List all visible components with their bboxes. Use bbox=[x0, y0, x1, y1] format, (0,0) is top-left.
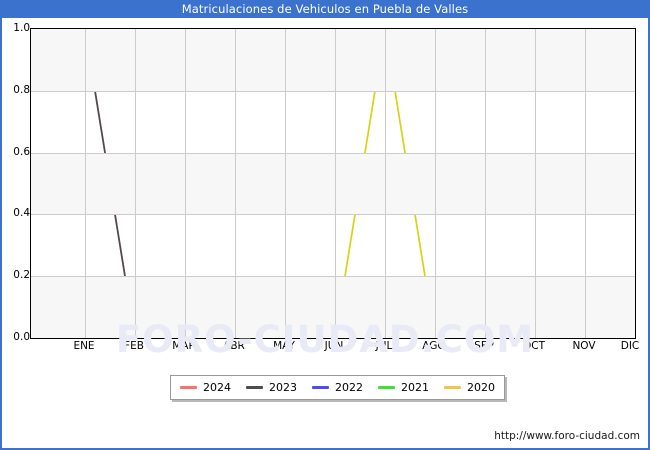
v-gridline bbox=[135, 29, 136, 338]
plot-band bbox=[31, 152, 635, 215]
legend-label: 2020 bbox=[467, 381, 495, 394]
x-tick-label: ENE bbox=[73, 340, 95, 352]
v-gridline bbox=[385, 29, 386, 338]
v-gridline bbox=[85, 29, 86, 338]
legend-swatch-icon bbox=[246, 386, 263, 389]
legend-swatch-icon bbox=[378, 386, 395, 389]
legend-swatch-icon bbox=[180, 386, 197, 389]
legend-item-2024[interactable]: 2024 bbox=[180, 381, 231, 394]
x-tick-label: DIC bbox=[620, 340, 640, 352]
legend-item-2020[interactable]: 2020 bbox=[444, 381, 495, 394]
y-tick-label: 0.8 bbox=[13, 83, 30, 96]
plot-band bbox=[31, 276, 635, 338]
v-gridline bbox=[485, 29, 486, 338]
h-gridline bbox=[31, 90, 635, 92]
v-gridline bbox=[185, 29, 186, 338]
legend-label: 2024 bbox=[203, 381, 231, 394]
x-tick-label: JUL bbox=[375, 340, 393, 352]
y-tick-label: 0.4 bbox=[13, 207, 30, 220]
h-gridline bbox=[31, 152, 635, 154]
legend-item-2021[interactable]: 2021 bbox=[378, 381, 429, 394]
plot-frame bbox=[30, 28, 636, 339]
v-gridline bbox=[235, 29, 236, 338]
page-title: Matriculaciones de Vehiculos en Puebla d… bbox=[181, 2, 469, 16]
chart-area: 0.0 0.2 0.4 0.6 0.8 1.0 bbox=[2, 18, 648, 448]
y-tick-label: 0.6 bbox=[13, 145, 30, 158]
h-gridline bbox=[31, 276, 635, 278]
legend-item-2023[interactable]: 2023 bbox=[246, 381, 297, 394]
plot-band bbox=[31, 29, 635, 91]
legend-label: 2023 bbox=[269, 381, 297, 394]
x-axis-ticks: ENE FEB MAR ABR MAY JUN JUL AGO SEP OCT … bbox=[30, 340, 639, 358]
x-tick-label: MAR bbox=[172, 340, 196, 352]
y-tick-label: 0.2 bbox=[13, 269, 30, 282]
x-tick-label: AGO bbox=[422, 340, 446, 352]
v-gridline bbox=[585, 29, 586, 338]
x-tick-label: ABR bbox=[223, 340, 245, 352]
y-tick-label: 0.0 bbox=[13, 331, 30, 343]
v-gridline bbox=[435, 29, 436, 338]
y-tick-label: 1.0 bbox=[13, 22, 30, 34]
x-tick-label: MAY bbox=[273, 340, 295, 352]
x-tick-label: FEB bbox=[124, 340, 144, 352]
x-tick-label: NOV bbox=[572, 340, 596, 352]
legend-label: 2022 bbox=[335, 381, 363, 394]
v-gridline bbox=[335, 29, 336, 338]
v-gridline bbox=[535, 29, 536, 338]
legend-swatch-icon bbox=[444, 386, 461, 389]
x-tick-label: JUN bbox=[324, 340, 344, 352]
legend-label: 2021 bbox=[401, 381, 429, 394]
chart-header-bar: Matriculaciones de Vehiculos en Puebla d… bbox=[0, 0, 650, 18]
x-tick-label: OCT bbox=[522, 340, 546, 352]
chart-legend: 2024 2023 2022 2021 2020 bbox=[170, 375, 505, 400]
y-axis-ticks: 0.0 0.2 0.4 0.6 0.8 1.0 bbox=[2, 22, 650, 343]
v-gridline bbox=[285, 29, 286, 338]
source-url[interactable]: http://www.foro-ciudad.com bbox=[494, 430, 640, 442]
x-tick-label: SEP bbox=[474, 340, 494, 352]
plot-inner bbox=[31, 29, 635, 338]
h-gridline bbox=[31, 214, 635, 216]
legend-swatch-icon bbox=[312, 386, 329, 389]
legend-item-2022[interactable]: 2022 bbox=[312, 381, 363, 394]
